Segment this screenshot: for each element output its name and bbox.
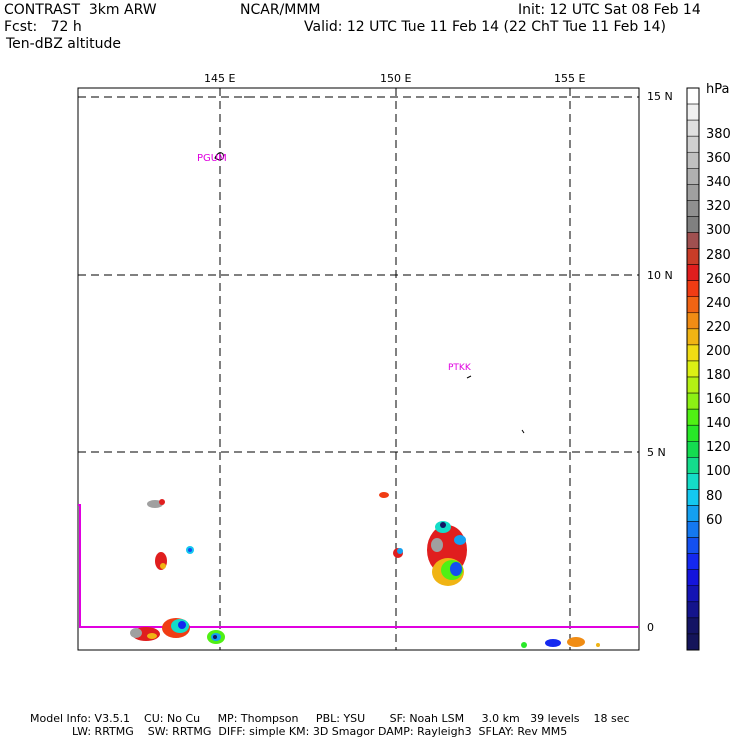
model-info-line1: Model Info: V3.5.1 CU: No Cu MP: Thompso… <box>30 712 630 725</box>
colorbar-tick-label: 360 <box>706 151 731 167</box>
colorbar-tick-label: 200 <box>706 343 731 359</box>
lat-label-5n: 5 N <box>647 446 666 459</box>
colorbar-swatch <box>686 569 700 587</box>
colorbar-swatch <box>686 601 700 619</box>
colorbar-swatch <box>686 360 700 378</box>
colorbar-swatch <box>686 521 700 538</box>
colorbar-swatch <box>686 553 700 570</box>
colorbar-tick-label: 240 <box>706 295 731 311</box>
colorbar-swatch <box>686 103 700 121</box>
colorbar-swatch <box>686 376 700 394</box>
colorbar-swatch <box>686 135 700 153</box>
colorbar-tick-label: 80 <box>706 488 723 504</box>
map-frame <box>77 87 640 651</box>
colorbar-swatch <box>686 232 700 249</box>
lat-label-15n: 15 N <box>647 90 673 103</box>
colorbar-tick-label: 100 <box>706 464 731 480</box>
colorbar-swatch <box>686 408 700 426</box>
field-name: Ten-dBZ altitude <box>6 36 121 52</box>
colorbar-tick-label: 60 <box>706 512 723 528</box>
colorbar-swatch <box>686 119 700 137</box>
colorbar-swatch <box>686 151 700 169</box>
colorbar-swatch <box>686 424 700 442</box>
colorbar-swatch <box>686 216 700 233</box>
lon-label-155e: 155 E <box>554 72 586 85</box>
colorbar-tick-label: 260 <box>706 271 731 287</box>
station-ptkk: PTKK <box>448 363 472 373</box>
domain-boundary <box>78 504 639 628</box>
colorbar-swatch <box>686 328 700 346</box>
valid-time: Valid: 12 UTC Tue 11 Feb 14 (22 ChT Tue … <box>304 19 667 35</box>
colorbar-swatch <box>686 87 700 105</box>
lon-label-150e: 150 E <box>380 72 412 85</box>
colorbar-swatch <box>686 264 700 281</box>
coastlines <box>214 96 525 434</box>
colorbar-swatch <box>686 200 700 217</box>
model-title: CONTRAST 3km ARW <box>4 2 157 18</box>
lon-label-145e: 145 E <box>204 72 236 85</box>
colorbar-swatch <box>686 184 700 201</box>
colorbar-swatch <box>686 344 700 362</box>
colorbar-unit: hPa <box>706 82 730 97</box>
colorbar-frame <box>686 87 700 651</box>
echoes <box>130 492 600 648</box>
colorbar-swatch <box>686 457 700 474</box>
colorbar-swatch <box>686 168 700 185</box>
colorbar-swatch <box>686 537 700 554</box>
forecast-hour: Fcst: 72 h <box>4 19 82 35</box>
station-pgum: PGUM <box>197 153 227 164</box>
colorbar-swatch <box>686 617 700 635</box>
colorbar-swatch <box>686 441 700 458</box>
init-time: Init: 12 UTC Sat 08 Feb 14 <box>518 2 701 18</box>
lat-label-10n: 10 N <box>647 269 673 282</box>
colorbar-swatch <box>686 473 700 490</box>
colorbar-swatch <box>686 633 700 651</box>
colorbar-tick-label: 180 <box>706 368 731 383</box>
org-label: NCAR/MMM <box>240 2 321 18</box>
colorbar <box>686 87 700 651</box>
colorbar-tick-label: 140 <box>706 416 731 432</box>
colorbar-tick-label: 280 <box>706 247 731 263</box>
colorbar-tick-label: 120 <box>706 440 731 456</box>
colorbar-tick-label: 300 <box>706 223 731 239</box>
colorbar-swatch <box>686 312 700 330</box>
colorbar-swatch <box>686 392 700 410</box>
colorbar-swatch <box>686 280 700 297</box>
colorbar-tick-label: 340 <box>706 175 731 191</box>
graticule <box>78 88 639 650</box>
colorbar-tick-label: 380 <box>706 127 731 142</box>
model-info-line2: LW: RRTMG SW: RRTMG DIFF: simple KM: 3D … <box>72 725 568 738</box>
colorbar-swatch <box>686 489 700 506</box>
colorbar-tick-label: 320 <box>706 199 731 215</box>
colorbar-tick-label: 220 <box>706 319 731 335</box>
colorbar-swatch <box>686 505 700 522</box>
lat-label-0: 0 <box>647 621 654 634</box>
colorbar-swatch <box>686 296 700 314</box>
colorbar-swatch <box>686 248 700 265</box>
colorbar-tick-label: 160 <box>706 392 731 408</box>
colorbar-swatch <box>686 585 700 603</box>
